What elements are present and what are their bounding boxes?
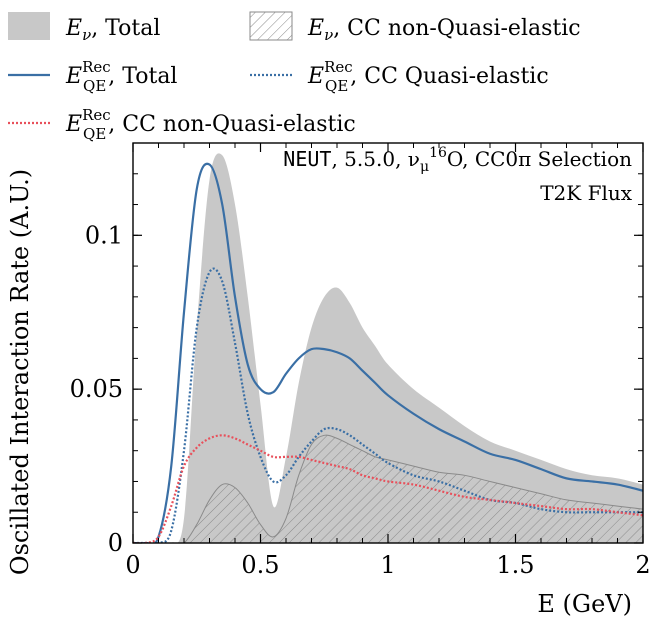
legend-swatch-fill <box>8 12 50 40</box>
legend-label: ERec QE, CC non-Quasi-elastic <box>65 106 356 143</box>
plot-series <box>133 153 643 543</box>
legend-label: Eν, Total <box>65 16 160 44</box>
legend-label: ERec QE, Total <box>65 58 177 95</box>
legend-item-erec_total: ERec QE, Total <box>8 58 177 95</box>
series-line-erec_ccnonqe <box>133 434 643 543</box>
y-tick-label: 0.1 <box>85 221 123 249</box>
legend-label: ERec QE, CC Quasi-elastic <box>307 58 549 95</box>
annotation-selection: NEUT, 5.5.0, νμ16O, CC0π Selection <box>283 145 632 175</box>
legend: Eν, Total Eν, CC non-Quasi-elastic ERec QE,… <box>8 11 581 143</box>
x-tick-label: 2 <box>635 551 650 579</box>
x-tick-label: 1 <box>380 551 395 579</box>
series-area-enu_total <box>133 153 643 543</box>
series-area-enu_ccnonqe <box>133 435 643 543</box>
y-tick-label: 0 <box>108 529 123 557</box>
y-axis-label: Oscillated Interaction Rate (A.U.) <box>6 169 34 575</box>
legend-swatch-hatch <box>249 11 293 41</box>
x-tick-label: 1.5 <box>496 551 534 579</box>
legend-item-enu_ccnonqe: Eν, CC non-Quasi-elastic <box>249 11 581 44</box>
legend-item-erec_ccqe: ERec QE, CC Quasi-elastic <box>250 58 549 95</box>
axes: 0 0.5 1 1.5 2 0 0.05 0.1 <box>70 142 651 579</box>
series-line-erec_total <box>133 162 643 543</box>
series-outline-enu_ccnonqe <box>133 434 643 543</box>
x-tick-label: 0 <box>125 551 140 579</box>
x-tick-label: 0.5 <box>241 551 279 579</box>
annotation-flux: T2K Flux <box>540 181 633 205</box>
legend-label: Eν, CC non-Quasi-elastic <box>307 16 581 44</box>
x-axis-label: E (GeV) <box>537 590 632 618</box>
y-tick-label: 0.05 <box>70 375 123 403</box>
legend-item-erec_ccnonqe: ERec QE, CC non-Quasi-elastic <box>8 106 356 143</box>
legend-item-enu_total: Eν, Total <box>8 12 160 44</box>
